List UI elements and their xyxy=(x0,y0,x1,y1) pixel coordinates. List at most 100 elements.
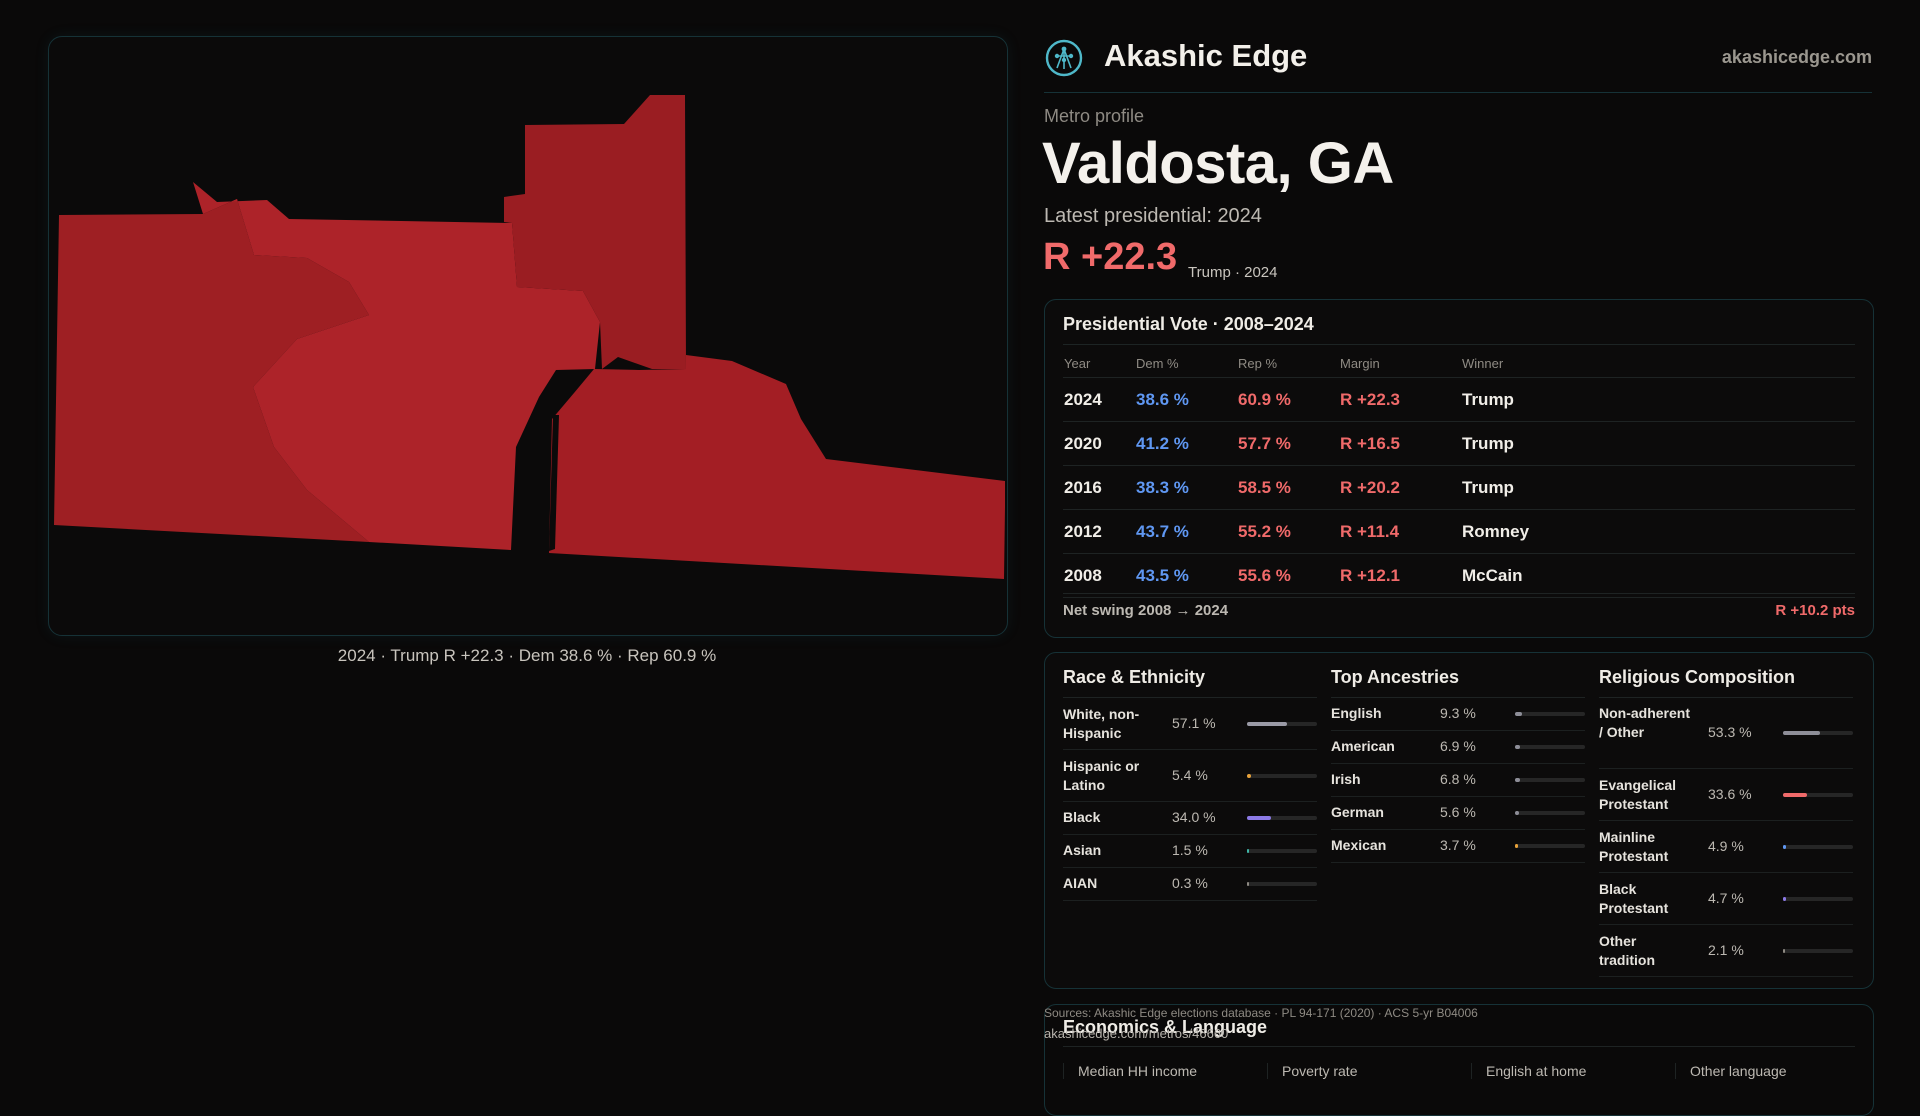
ancestry-bar xyxy=(1515,844,1585,848)
net-swing-value: R +10.2 pts xyxy=(1775,602,1855,619)
ancestry-label: German xyxy=(1331,804,1384,820)
presidential-vote-card: Presidential Vote · 2008–2024 Year Dem %… xyxy=(1044,299,1874,638)
ancestry-bar-fill xyxy=(1515,712,1522,716)
row-dem: 43.5 % xyxy=(1135,553,1237,598)
ancestry-bar xyxy=(1515,712,1585,716)
race-bar-fill xyxy=(1247,849,1249,853)
religion-bar xyxy=(1783,731,1853,735)
race-bar xyxy=(1247,816,1317,820)
religion-bar xyxy=(1783,792,1853,797)
net-swing-label: Net swing 2008 → 2024 xyxy=(1063,602,1229,619)
religion-row: Evangelical Protestant 33.6 % xyxy=(1599,769,1853,821)
ancestry-value: 5.6 % xyxy=(1440,804,1476,820)
race-label: Asian xyxy=(1063,842,1102,858)
race-row: AIAN 0.3 % xyxy=(1063,868,1317,901)
race-label: White, non-Hispanic xyxy=(1063,705,1140,741)
religion-bar-fill xyxy=(1783,731,1821,735)
col-rep: Rep % xyxy=(1237,350,1339,378)
ancestry-bar xyxy=(1515,811,1585,815)
religion-label: Non-adherent / Other xyxy=(1599,705,1690,740)
row-dem: 43.7 % xyxy=(1135,509,1237,554)
row-rep: 55.2 % xyxy=(1237,509,1339,554)
latest-presidential-label: Latest presidential: 2024 xyxy=(1044,205,1262,227)
permalink[interactable]: akashicedge.com/metros/46660 xyxy=(1044,1026,1229,1041)
ancestry-value: 9.3 % xyxy=(1440,705,1476,721)
row-margin: R +12.1 xyxy=(1339,553,1461,598)
divider xyxy=(1063,344,1855,345)
row-margin: R +22.3 xyxy=(1339,377,1461,422)
page-eyebrow: Metro profile xyxy=(1044,106,1145,126)
race-bar xyxy=(1247,849,1317,853)
map-caption: 2024 · Trump R +22.3 · Dem 38.6 % · Rep … xyxy=(337,646,717,665)
ancestry-value: 3.7 % xyxy=(1440,837,1476,853)
ancestry-bar xyxy=(1515,778,1585,782)
row-rep: 58.5 % xyxy=(1237,465,1339,510)
econ-col-english: English at home xyxy=(1471,1063,1586,1079)
divider xyxy=(1063,1046,1855,1047)
race-bar xyxy=(1247,773,1317,778)
county-shape-center[interactable] xyxy=(193,182,600,550)
row-winner: Trump xyxy=(1461,377,1855,422)
row-winner: McCain xyxy=(1461,553,1855,598)
ancestry-row: Mexican 3.7 % xyxy=(1331,830,1585,863)
county-shape-east[interactable] xyxy=(549,355,1005,579)
religion-row: Mainline Protestant 4.9 % xyxy=(1599,821,1853,873)
vote-table: Year Dem % Rep % Margin Winner 2024 38.6… xyxy=(1063,350,1855,598)
row-winner: Trump xyxy=(1461,421,1855,466)
religion-label: Other tradition xyxy=(1599,932,1655,968)
religion-value: 4.7 % xyxy=(1708,889,1744,906)
religion-row: Black Protestant 4.7 % xyxy=(1599,873,1853,925)
religion-title: Religious Composition xyxy=(1599,667,1853,698)
ancestry-bar xyxy=(1515,745,1585,749)
row-dem: 38.6 % xyxy=(1135,377,1237,422)
race-bar-fill xyxy=(1247,773,1251,778)
religion-bar xyxy=(1783,948,1853,953)
race-value: 34.0 % xyxy=(1172,809,1216,825)
table-row: 2016 38.3 % 58.5 % R +20.2 Trump xyxy=(1063,465,1855,510)
vote-table-header: Year Dem % Rep % Margin Winner xyxy=(1063,350,1855,378)
brand-url-link[interactable]: akashicedge.com xyxy=(1721,47,1872,67)
religion-value: 33.6 % xyxy=(1708,785,1752,802)
religion-label: Evangelical Protestant xyxy=(1599,776,1677,812)
race-row: Black 34.0 % xyxy=(1063,802,1317,835)
econ-col-other-language: Other language xyxy=(1675,1063,1787,1079)
row-rep: 57.7 % xyxy=(1237,421,1339,466)
religion-value: 4.9 % xyxy=(1708,837,1744,854)
religion-value: 2.1 % xyxy=(1708,941,1744,958)
religion-label: Mainline Protestant xyxy=(1599,828,1669,864)
county-shape-north[interactable] xyxy=(504,95,686,369)
table-row: 2012 43.7 % 55.2 % R +11.4 Romney xyxy=(1063,509,1855,554)
race-value: 5.4 % xyxy=(1172,766,1208,783)
row-dem: 38.3 % xyxy=(1135,465,1237,510)
race-label: Black xyxy=(1063,809,1101,825)
row-year: 2008 xyxy=(1063,553,1135,598)
row-year: 2020 xyxy=(1063,421,1135,466)
county-shape-west[interactable] xyxy=(54,199,369,542)
ancestry-row: German 5.6 % xyxy=(1331,797,1585,830)
demographics-card: Race & Ethnicity White, non-Hispanic 57.1… xyxy=(1044,652,1874,989)
ancestry-row: English 9.3 % xyxy=(1331,698,1585,731)
religion-label: Black Protestant xyxy=(1599,880,1669,916)
ancestry-title: Top Ancestries xyxy=(1331,667,1585,698)
race-title: Race & Ethnicity xyxy=(1063,667,1317,698)
headline-margin: R +22.3 xyxy=(1043,236,1178,278)
ancestries-section: Top Ancestries English 9.3 % American 6.9 %… xyxy=(1331,667,1585,863)
ancestry-label: English xyxy=(1331,705,1382,721)
tree-of-life-icon[interactable] xyxy=(1044,38,1084,78)
economics-card: Economics & Language Median HH income Po… xyxy=(1044,1004,1874,1116)
brand-name[interactable]: Akashic Edge xyxy=(1104,38,1308,73)
county-map xyxy=(54,95,1005,579)
religion-row: Non-adherent / Other 53.3 % xyxy=(1599,698,1853,769)
row-winner: Trump xyxy=(1461,465,1855,510)
ancestry-bar-fill xyxy=(1515,745,1520,749)
divider xyxy=(1063,593,1855,594)
race-row: Hispanic or Latino 5.4 % xyxy=(1063,750,1317,802)
county-map-panel xyxy=(48,36,1008,636)
religion-section: Religious Composition Non-adherent / Oth… xyxy=(1599,667,1853,977)
row-margin: R +11.4 xyxy=(1339,509,1461,554)
col-winner: Winner xyxy=(1461,350,1855,378)
race-value: 0.3 % xyxy=(1172,875,1208,891)
race-bar xyxy=(1247,882,1317,886)
religion-bar-fill xyxy=(1783,792,1807,797)
row-dem: 41.2 % xyxy=(1135,421,1237,466)
